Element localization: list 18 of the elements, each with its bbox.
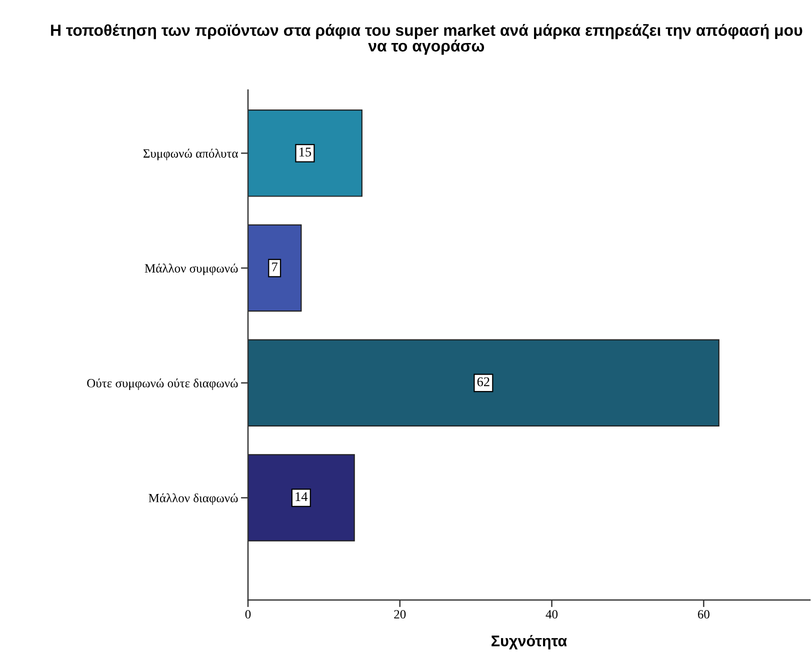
x-tick-label: 60 bbox=[698, 610, 710, 619]
data-label: 15 bbox=[300, 148, 312, 156]
x-tick-label: 0 bbox=[245, 610, 251, 619]
y-tick-label: Μάλλον διαφωνώ bbox=[148, 493, 238, 505]
x-tick-label: 20 bbox=[394, 610, 406, 619]
bar bbox=[248, 339, 720, 427]
bar bbox=[248, 110, 362, 197]
bar bbox=[248, 224, 302, 312]
x-axis-title: Συχνότητα bbox=[492, 634, 567, 650]
x-tick-label: 40 bbox=[546, 610, 558, 619]
y-tick-label: Μάλλον συμφωνώ bbox=[144, 264, 238, 276]
chart-title: Η τοποθέτηση των προϊόντων στα ράφια του super market ανά μάρκα επηρεάζει την απόφασή μου να το αγοράσω bbox=[51, 24, 802, 55]
y-tick-label: Ούτε συμφωνώ ούτε διαφωνώ bbox=[87, 378, 238, 390]
data-label: 62 bbox=[477, 377, 490, 386]
data-label: 14 bbox=[296, 492, 308, 501]
bar bbox=[248, 454, 355, 542]
data-label: 7 bbox=[272, 262, 278, 272]
y-tick-label: Συμφωνώ απόλυτα bbox=[143, 148, 238, 160]
